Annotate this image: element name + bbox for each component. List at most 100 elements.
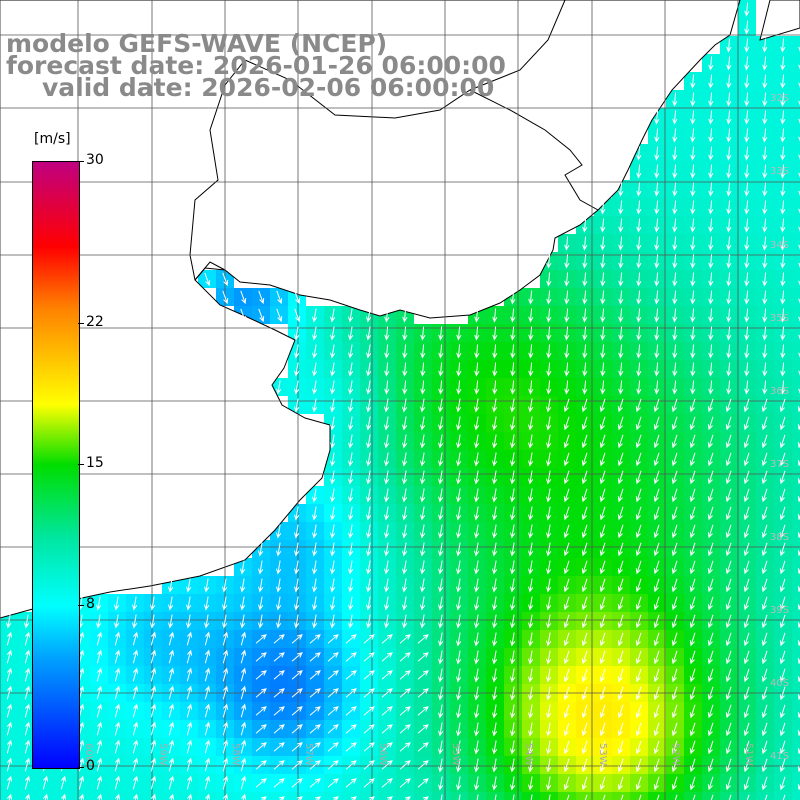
speed-cell	[792, 486, 800, 504]
wind-arrow	[599, 758, 606, 773]
wind-arrow	[654, 272, 660, 287]
wind-arrow	[780, 380, 786, 395]
wind-arrow	[689, 758, 696, 773]
wind-arrow	[635, 704, 642, 719]
speed-cell	[468, 792, 486, 800]
wind-arrow	[780, 344, 786, 359]
wind-arrow	[690, 200, 696, 215]
wind-arrow	[456, 434, 462, 449]
wind-arrow	[456, 596, 462, 611]
wind-arrow	[725, 596, 732, 611]
wind-arrow	[150, 703, 157, 718]
wind-arrow	[761, 398, 768, 413]
wind-arrow	[707, 542, 714, 557]
wind-arrow	[309, 670, 321, 680]
wind-arrow	[381, 670, 393, 680]
wind-arrow	[438, 470, 444, 485]
wind-arrow	[363, 778, 375, 788]
wind-arrow	[204, 614, 210, 629]
wind-arrow	[330, 416, 336, 431]
wind-arrow	[654, 200, 660, 215]
wind-arrow	[744, 200, 750, 215]
wind-arrow	[528, 506, 534, 521]
wind-arrow	[618, 254, 624, 269]
wind-arrow	[708, 308, 714, 323]
wind-arrow	[672, 380, 678, 395]
wind-arrow	[672, 218, 678, 233]
wind-arrow	[690, 308, 696, 323]
wind-arrow	[294, 290, 301, 305]
wind-arrow	[690, 254, 696, 269]
wind-arrow	[24, 703, 31, 718]
speed-cell	[522, 792, 540, 800]
wind-arrow	[510, 542, 516, 557]
wind-arrow	[345, 634, 357, 644]
wind-arrow	[456, 344, 462, 359]
wind-arrow	[381, 760, 393, 770]
wind-arrow	[725, 416, 732, 431]
latitude-label: 36S	[770, 386, 789, 397]
colorbar-tick-label: 30	[86, 152, 104, 168]
speed-cell	[360, 792, 378, 800]
wind-arrow	[510, 776, 516, 791]
wind-arrow	[291, 760, 303, 770]
wind-arrow	[510, 650, 516, 665]
wind-arrow	[168, 578, 174, 593]
wind-arrow	[510, 398, 516, 413]
wind-arrow	[671, 452, 678, 467]
wind-arrow	[79, 793, 85, 800]
wind-arrow	[708, 236, 714, 251]
wind-arrow	[402, 362, 408, 377]
wind-arrow	[330, 308, 336, 323]
wind-arrow	[402, 578, 408, 593]
latitude-label: 40S	[770, 678, 789, 689]
wind-arrow	[276, 542, 282, 557]
wind-arrow	[186, 685, 193, 700]
wind-arrow	[779, 560, 786, 575]
wind-arrow	[743, 434, 750, 449]
wind-arrow	[384, 542, 390, 557]
wind-arrow	[168, 685, 175, 700]
wind-arrow	[474, 326, 480, 341]
wind-arrow	[653, 398, 660, 413]
wind-arrow	[689, 488, 696, 503]
wind-arrow	[420, 560, 426, 575]
wind-arrow	[330, 326, 336, 341]
wind-arrow	[546, 578, 552, 593]
wind-arrow	[168, 614, 174, 629]
speed-cell	[342, 792, 360, 800]
wind-arrow	[725, 488, 732, 503]
wind-arrow	[510, 326, 516, 341]
wind-arrow	[546, 362, 552, 377]
wind-arrow	[240, 578, 246, 593]
wind-arrow	[617, 506, 624, 521]
wind-arrow	[363, 688, 375, 698]
wind-arrow	[798, 244, 800, 250]
wind-arrow	[707, 470, 714, 485]
wind-arrow	[312, 560, 318, 575]
wind-arrow	[528, 308, 534, 323]
wind-arrow	[222, 775, 229, 790]
wind-arrow	[599, 578, 606, 593]
wind-arrow	[258, 290, 265, 305]
wind-arrow	[726, 110, 732, 125]
wind-arrow	[546, 380, 552, 395]
wind-arrow	[564, 290, 570, 305]
wind-arrow	[276, 560, 282, 575]
wind-arrow	[689, 560, 696, 575]
wind-arrow	[671, 488, 678, 503]
wind-arrow	[384, 506, 390, 521]
wind-arrow	[798, 298, 800, 304]
wind-arrow	[546, 776, 552, 791]
wind-arrow	[399, 670, 411, 680]
speed-cell	[792, 36, 800, 54]
speed-cell	[792, 162, 800, 180]
wind-arrow	[510, 290, 516, 305]
wind-arrow	[348, 542, 354, 557]
wind-arrow	[635, 650, 642, 665]
wind-arrow	[492, 452, 498, 467]
wind-arrow	[78, 775, 85, 790]
wind-arrow	[761, 650, 768, 665]
wind-arrow	[150, 667, 157, 682]
